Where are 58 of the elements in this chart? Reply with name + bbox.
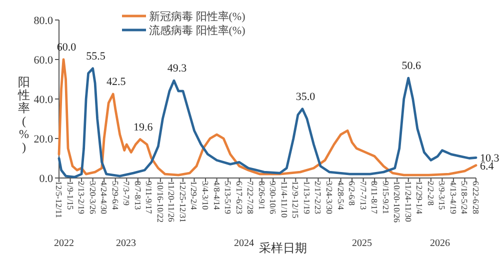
y-tick-label: 80.0 [34,15,54,27]
x-tick-label: 10/20-10/26 [392,181,402,223]
x-tick-label: 8/11-8/17 [370,181,380,214]
x-tick-label: 11/4-11/10 [279,181,290,218]
x-tick-label: 10/16-10/22 [155,181,166,223]
x-tick-label: 4/8-4/14 [212,181,222,211]
data-label: 50.6 [402,60,422,72]
x-tick-label: 4/28-5/4 [336,181,346,211]
data-label: 19.6 [134,121,154,134]
x-tick-label: 4/24-4/30 [99,181,110,214]
x-tick-label: 5/18-5/24 [460,181,470,215]
y-tick-label: 60.0 [34,54,54,66]
x-tick-label: 1/13-1/19 [302,181,312,214]
x-tick-label: 7/7-7/13 [358,181,368,210]
x-tick-label: 8/26-9/1 [256,181,267,210]
legend-label: 新冠病毒 阳性率(%) [149,10,246,23]
x-tick-label: 6/2-6/8 [347,181,358,206]
text: 2023 [116,238,136,249]
x-tick-label: 2/13-2/19 [76,181,87,214]
x-tick-label: 9/11-9/17 [144,181,154,214]
x-tick-label: 7/3-7/9 [122,181,132,206]
x-tick-label: 9/30-10/6 [268,181,278,214]
x-tick-label: 3/20-3/26 [88,181,98,214]
y-tick-label: 40.0 [34,94,54,106]
data-label: 55.5 [86,50,106,62]
x-tick-label: 6/22-6/28 [471,181,481,214]
x-tick-label: 6/17-6/23 [234,181,244,214]
data-label: 35.0 [296,90,316,103]
x-tick-label: 12/29-1/4 [414,181,425,215]
x-tick-label: 9/15-9/21 [380,181,391,214]
x-axis-title: 采样日期 [259,241,307,255]
x-tick-label: 11/24-11/30 [403,181,414,222]
x-tick-label: 3/4-3/10 [200,181,211,210]
y-tick-label: 0.0 [39,173,54,185]
x-tick-label: 1/9-1/15 [65,181,76,210]
x-tick-label: 1/29-2/4 [189,181,200,211]
legend-label: 流感病毒 阳性率(%) [149,24,246,37]
x-tick-label: 12/5-12/11 [54,181,64,218]
data-label: 49.3 [167,62,188,75]
x-tick-label: 3/9-3/15 [437,181,448,210]
x-tick-label: 5/29-6/4 [110,181,120,211]
x-tick-label: 5/13-5/19 [223,181,234,214]
text: 2024 [234,238,254,249]
text: 2025 [352,238,372,249]
x-tick-label: 2/2-2/8 [426,181,436,206]
y-axis-title: 阳性率(%) [17,75,30,154]
text: 2022 [54,238,74,249]
x-tick-label: 8/7-8/13 [132,181,143,210]
x-tick-label: 3/24-3/30 [324,181,334,214]
x-tick-label: 12/25-12/31 [178,181,188,223]
text: 2026 [430,238,450,249]
x-tick-label: 11/20-11/26 [166,181,177,222]
x-tick-label: 4/13-4/19 [448,181,458,214]
x-tick-label: 7/22-7/28 [246,181,256,214]
x-tick-label: 2/17-2/23 [313,181,324,214]
x-tick-label: 12/9-12/15 [290,181,301,218]
y-tick-label: 20.0 [34,134,54,146]
data-label: 42.5 [106,76,126,88]
